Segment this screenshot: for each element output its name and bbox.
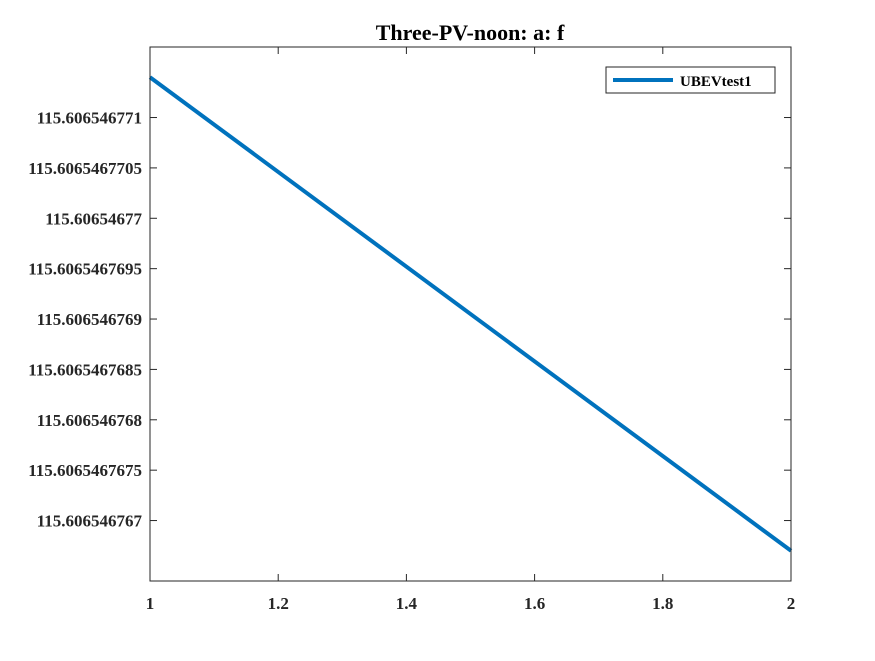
y-tick-label: 115.606546771 xyxy=(37,109,142,128)
y-tick-label: 115.6065467705 xyxy=(28,159,142,178)
x-tick-label: 2 xyxy=(787,594,796,613)
chart-title: Three-PV-noon: a: f xyxy=(376,20,565,45)
y-tick-label: 115.6065467685 xyxy=(28,360,142,379)
x-tick-label: 1.4 xyxy=(396,594,418,613)
x-tick-label: 1.2 xyxy=(268,594,289,613)
y-tick-label: 115.606546768 xyxy=(37,411,142,430)
y-tick-label: 115.606546769 xyxy=(37,310,142,329)
legend: UBEVtest1 xyxy=(605,66,776,94)
x-tick-label: 1.6 xyxy=(524,594,545,613)
y-tick-label: 115.6065467675 xyxy=(28,461,142,480)
series-layer xyxy=(148,75,793,553)
axes-box xyxy=(149,46,792,582)
legend-label: UBEVtest1 xyxy=(680,74,752,90)
axes-layer: 1 1.2 1.4 1.6 1.8 2 115.606546767 115.606546767… xyxy=(28,46,796,613)
x-tick-label: 1 xyxy=(146,594,155,613)
y-tick-label: 115.6065467695 xyxy=(28,260,142,279)
y-tick-label: 115.60654677 xyxy=(45,209,142,228)
series-line-0 xyxy=(148,75,793,553)
x-tick-label: 1.8 xyxy=(652,594,673,613)
y-tick-label: 115.606546767 xyxy=(37,512,143,531)
